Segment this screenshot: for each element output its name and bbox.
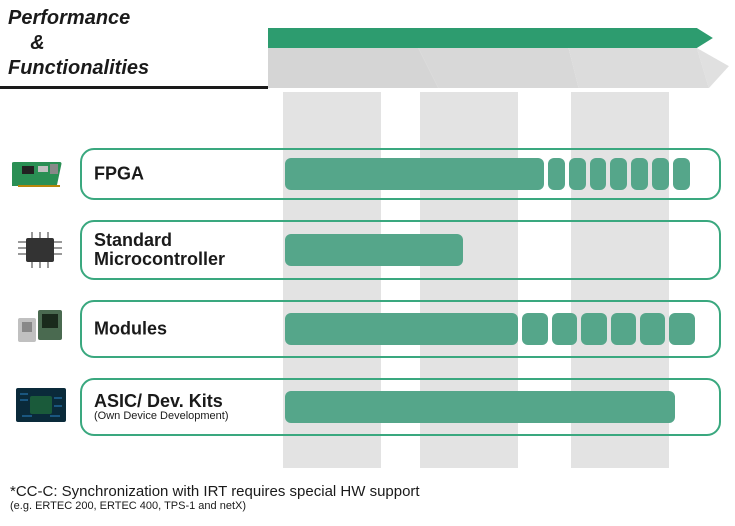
row-label-fpga: FPGA	[94, 165, 144, 184]
module-icon	[12, 304, 70, 346]
title-line-3: Functionalities	[8, 57, 149, 79]
bar-modules	[285, 313, 709, 345]
row-label-mcu-text: Standard Microcontroller	[94, 230, 225, 269]
footnote-sub: (e.g. ERTEC 200, ERTEC 400, TPS-1 and ne…	[10, 500, 420, 512]
row-fpga: FPGA	[80, 148, 721, 200]
row-label-asic-sub: (Own Device Development)	[94, 411, 229, 423]
bar-asic	[285, 391, 709, 423]
row-label-asic: ASIC/ Dev. Kits (Own Device Development)	[94, 392, 229, 422]
bar-segment	[673, 158, 690, 190]
row-asic: ASIC/ Dev. Kits (Own Device Development)	[80, 378, 721, 436]
row-mcu: Standard Microcontroller	[80, 220, 721, 280]
footnote-text: *CC-C: Synchronization with IRT requires…	[10, 483, 420, 500]
title-underline	[0, 86, 268, 89]
bar-segment	[569, 158, 586, 190]
row-label-mcu: Standard Microcontroller	[94, 231, 225, 269]
asic-icon	[12, 384, 70, 426]
page-title: Performance & Functionalities	[8, 6, 149, 81]
bar-segment	[631, 158, 648, 190]
fpga-icon	[12, 152, 70, 194]
bar-segment	[610, 158, 627, 190]
footnote: *CC-C: Synchronization with IRT requires…	[10, 483, 420, 512]
bar-segment	[590, 158, 607, 190]
bar-segment	[652, 158, 669, 190]
arrow-banner	[268, 24, 729, 88]
row-label-asic-text: ASIC/ Dev. Kits	[94, 391, 223, 411]
bar-segment	[285, 234, 463, 266]
bar-segment	[548, 158, 565, 190]
bar-segment	[611, 313, 636, 345]
row-label-modules: Modules	[94, 320, 167, 339]
title-line-2: &	[30, 32, 44, 54]
bar-segment	[581, 313, 606, 345]
bar-segment	[522, 313, 547, 345]
row-modules: Modules	[80, 300, 721, 358]
bar-fpga	[285, 158, 709, 190]
mcu-icon	[12, 228, 70, 270]
bar-segment	[669, 313, 694, 345]
bar-segment	[285, 313, 518, 345]
title-line-1: Performance	[8, 7, 130, 29]
bar-segment	[285, 391, 675, 423]
bar-segment	[552, 313, 577, 345]
bar-mcu	[285, 234, 709, 266]
bar-segment	[640, 313, 665, 345]
bar-segment	[285, 158, 544, 190]
